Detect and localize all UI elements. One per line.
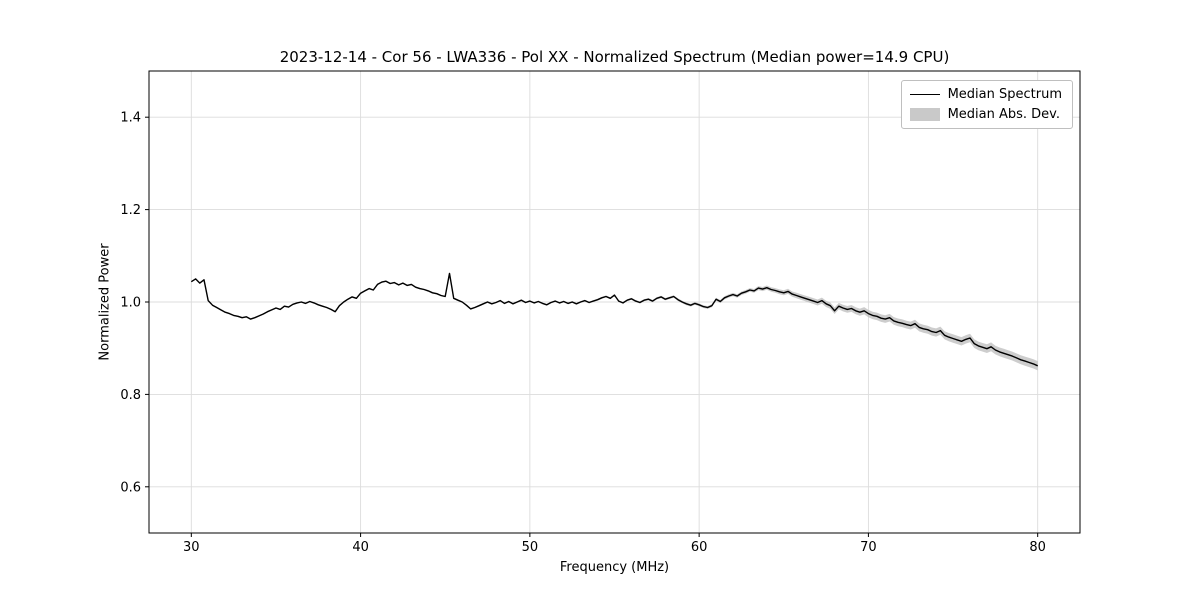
x-axis-label: Frequency (MHz) bbox=[559, 560, 670, 575]
y-axis-label: Normalized Power bbox=[97, 243, 113, 361]
patch-swatch-icon bbox=[909, 108, 940, 121]
legend: Median Spectrum Median Abs. Dev. bbox=[900, 80, 1073, 129]
x-tick-label: 40 bbox=[352, 540, 369, 555]
y-tick-label: 1.4 bbox=[120, 111, 141, 126]
y-tick-label: 1.0 bbox=[120, 296, 141, 311]
legend-label-median-abs-dev: Median Abs. Dev. bbox=[947, 107, 1061, 122]
y-tick-label: 0.8 bbox=[120, 388, 141, 403]
chart-title: 2023-12-14 - Cor 56 - LWA336 - Pol XX - … bbox=[279, 48, 950, 66]
legend-entry-median-spectrum: Median Spectrum bbox=[909, 87, 1062, 102]
median-spectrum-line bbox=[190, 272, 1038, 367]
line-swatch-icon bbox=[909, 94, 940, 95]
x-tick-label: 80 bbox=[1029, 540, 1046, 555]
x-tick-label: 60 bbox=[691, 540, 708, 555]
x-tick-label: 50 bbox=[522, 540, 539, 555]
legend-label-median-spectrum: Median Spectrum bbox=[947, 87, 1062, 102]
x-tick-label: 30 bbox=[183, 540, 200, 555]
y-tick-label: 0.6 bbox=[120, 480, 141, 495]
y-tick-label: 1.2 bbox=[120, 203, 141, 218]
x-tick-label: 70 bbox=[860, 540, 877, 555]
mad-band bbox=[191, 272, 1038, 371]
legend-entry-median-abs-dev: Median Abs. Dev. bbox=[909, 107, 1062, 122]
